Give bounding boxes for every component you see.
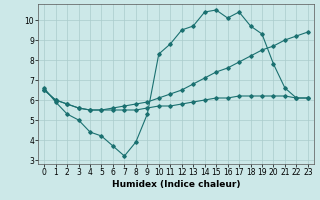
X-axis label: Humidex (Indice chaleur): Humidex (Indice chaleur) [112,180,240,189]
